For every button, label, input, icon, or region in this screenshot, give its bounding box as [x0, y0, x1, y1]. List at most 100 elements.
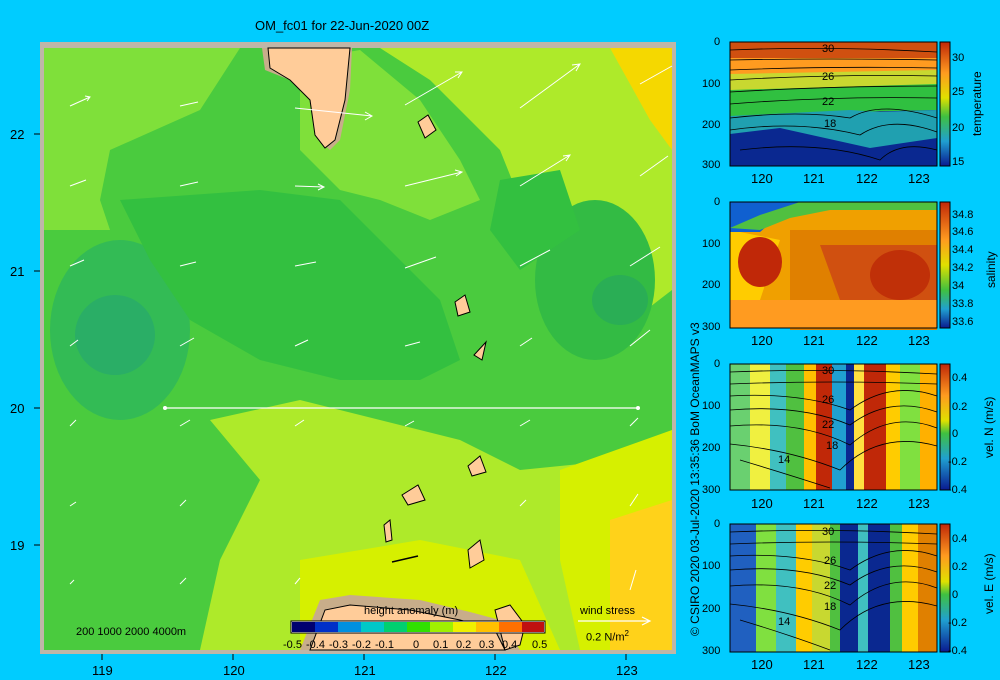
contour-label: 30: [822, 526, 835, 538]
contour-label: 18: [826, 440, 839, 452]
height-zone-light: [44, 48, 240, 230]
depth-legend: 200 1000 2000 4000m: [76, 626, 187, 638]
contour-label: 18: [824, 601, 837, 613]
section-start: [163, 406, 167, 410]
contour-label: 22: [824, 580, 837, 592]
lon-tick: 123: [908, 333, 930, 348]
eddy-east-core: [592, 275, 648, 325]
colorbar-label: -0.4: [948, 645, 967, 657]
contour-label: 22: [822, 96, 835, 108]
depth-tick: 200: [702, 442, 721, 454]
lon-tick: 120: [751, 171, 773, 186]
colorbar-label: 0.2: [952, 401, 968, 413]
colorbar-label: -0.4: [948, 484, 967, 496]
lon-tick: 121: [354, 663, 376, 678]
colorbar-label: 0: [952, 428, 959, 440]
depth-tick: 100: [702, 78, 721, 90]
panel-label: vel. N (m/s): [982, 396, 996, 458]
colorbar-label: 25: [952, 86, 965, 98]
panel-vel-e: [729, 523, 951, 653]
colorbar-label: -0.2: [948, 456, 967, 468]
depth-tick: 0: [714, 358, 721, 370]
wind-scale-exponent: 2: [624, 629, 629, 638]
depth-tick: 300: [702, 321, 721, 333]
depth-tick: 300: [702, 484, 721, 496]
lon-tick: 122: [856, 171, 878, 186]
colorbar-label: 20: [952, 122, 965, 134]
wind-arrows: [69, 63, 673, 591]
panel-vel-n: [729, 363, 951, 491]
map-panel: [34, 42, 676, 660]
colorbar-label: 34.8: [952, 209, 974, 221]
colorbar-label: 0.4: [952, 372, 968, 384]
height-colorbar: [290, 620, 546, 634]
colorbar-label: 15: [952, 156, 965, 168]
lon-tick: 121: [803, 657, 825, 672]
depth-tick: 0: [714, 36, 721, 48]
lat-tick: 22: [10, 127, 25, 142]
depth-tick: 200: [702, 603, 721, 615]
panel-temperature: [729, 41, 951, 167]
lon-tick: 121: [803, 496, 825, 511]
depth-tick: 300: [702, 645, 721, 657]
colorbar-label: 0: [952, 589, 959, 601]
colorbar-label: 34.6: [952, 226, 974, 238]
lon-tick: 119: [92, 663, 113, 678]
lon-tick: 122: [485, 663, 507, 678]
contour-label: 18: [824, 118, 837, 130]
lon-tick: 123: [908, 657, 930, 672]
lon-tick: 122: [856, 657, 878, 672]
eddy-ne: [490, 170, 580, 270]
colorbar-label: 0.5: [532, 639, 548, 651]
wind-legend-title: wind stress: [580, 605, 636, 617]
colorbar-label: 33.6: [952, 316, 974, 328]
lon-tick: 120: [751, 333, 773, 348]
lat-tick: 20: [10, 401, 25, 416]
island-small-2: [467, 539, 485, 569]
colorbar-label: -0.3: [329, 639, 348, 651]
depth-tick: 0: [714, 196, 721, 208]
colorbar-label: 0.2: [952, 561, 968, 573]
depth-tick: 0: [714, 518, 721, 530]
panel-label: temperature: [970, 71, 984, 136]
lon-tick: 121: [803, 333, 825, 348]
panel-salinity: [729, 201, 951, 330]
colorbar-label: -0.1: [375, 639, 394, 651]
lon-tick: 120: [751, 496, 773, 511]
colorbar-label: 34: [952, 280, 965, 292]
island-lanyu: [417, 114, 437, 139]
wind-legend-scale: 0.2 N/m2: [586, 627, 629, 645]
contour-label: 30: [822, 365, 835, 377]
lon-tick: 120: [223, 663, 245, 678]
panel-label: salinity: [984, 251, 998, 288]
map-title: OM_fc01 for 22-Jun-2020 00Z: [255, 18, 430, 33]
colorbar-label: -0.2: [948, 617, 967, 629]
height-zone-center: [120, 190, 460, 380]
eddy-west-core: [75, 295, 155, 375]
contour-label: 14: [778, 616, 791, 628]
contour-label: 22: [822, 419, 835, 431]
lat-tick: 19: [10, 538, 25, 553]
section-end: [636, 406, 640, 410]
wind-scale-value: 0.2 N/m: [586, 631, 625, 644]
colorbar-label: 0.2: [456, 639, 472, 651]
colorbar-label: 0.3: [479, 639, 495, 651]
depth-tick: 100: [702, 238, 721, 250]
colorbar-label: 0.4: [502, 639, 518, 651]
colorbar-label: 0.1: [433, 639, 449, 651]
depth-tick: 200: [702, 279, 721, 291]
contour-label: 14: [778, 454, 791, 466]
depth-tick: 300: [702, 159, 721, 171]
colorbar-label: 30: [952, 52, 965, 64]
colorbar-label: -0.2: [352, 639, 371, 651]
lat-tick: 21: [10, 264, 25, 279]
lon-tick: 122: [856, 496, 878, 511]
height-zone-ne: [610, 48, 672, 150]
lon-tick: 123: [908, 171, 930, 186]
contour-label: 26: [822, 71, 835, 83]
lon-tick: 120: [751, 657, 773, 672]
island-sliver: [391, 555, 419, 563]
colorbar-label: 0.4: [952, 533, 968, 545]
